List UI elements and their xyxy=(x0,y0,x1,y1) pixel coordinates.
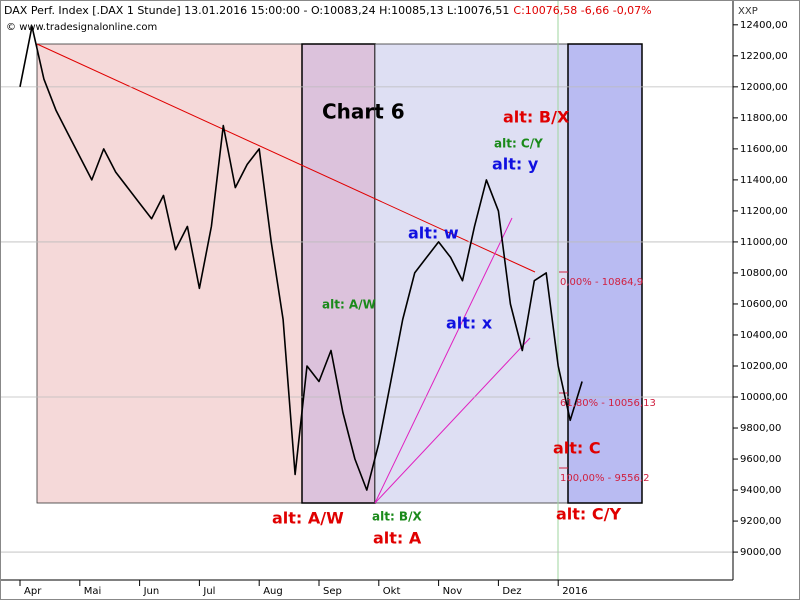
y-tick-label: 9000,00 xyxy=(740,547,781,558)
x-tick-label: Apr xyxy=(24,586,42,597)
x-tick-label: Mai xyxy=(84,586,102,597)
source-text: www.tradesignalonline.com xyxy=(19,22,157,33)
trend-line xyxy=(36,43,536,273)
channel-line xyxy=(374,217,513,504)
y-tick-label: 10600,00 xyxy=(740,299,788,310)
region-blue xyxy=(567,43,643,504)
channel-line xyxy=(374,337,531,504)
source: © www.tradesignalonline.com xyxy=(6,22,157,33)
annotation: alt: y xyxy=(492,155,539,174)
axis-panel xyxy=(733,0,800,600)
y-tick-label: 11200,00 xyxy=(740,206,788,217)
chart-title: Chart 6 xyxy=(322,100,405,124)
annotation: 0,00% - 10864,9 xyxy=(560,277,643,288)
x-tick-label: Dez xyxy=(502,586,521,597)
x-axis-panel xyxy=(0,580,733,600)
annotation: alt: C/Y xyxy=(556,505,621,524)
y-tick-label: 9200,00 xyxy=(740,516,781,527)
annotation: alt: x xyxy=(446,314,493,333)
y-tick-label: 10400,00 xyxy=(740,330,788,341)
annotation: alt: B/X xyxy=(372,510,422,524)
x-tick-label: Sep xyxy=(323,586,342,597)
region-lavender xyxy=(374,43,569,504)
header-change: C:10076,58 -6,66 -0,07% xyxy=(513,4,651,17)
y-tick-label: 11400,00 xyxy=(740,175,788,186)
annotation: alt: A/W xyxy=(272,509,344,528)
x-tick-label: Nov xyxy=(443,586,463,597)
x-tick-label: Jun xyxy=(143,586,160,597)
x-tick-label: Jul xyxy=(202,586,215,597)
annotation: alt: A/W xyxy=(322,298,376,312)
axis-label: XXP xyxy=(738,6,758,17)
y-tick-label: 11600,00 xyxy=(740,144,788,155)
price-line xyxy=(19,25,583,491)
region-purple xyxy=(301,43,376,504)
header: DAX Perf. Index [.DAX 1 Stunde] 13.01.20… xyxy=(4,4,652,17)
annotation: alt: B/X xyxy=(503,108,570,127)
region-pink xyxy=(36,43,303,504)
annotation: 61,80% - 10056,13 xyxy=(560,398,656,409)
y-tick-label: 12000,00 xyxy=(740,82,788,93)
x-tick-label: Aug xyxy=(263,586,283,597)
y-tick-label: 9400,00 xyxy=(740,485,781,496)
y-tick-label: 9600,00 xyxy=(740,454,781,465)
y-tick-label: 10800,00 xyxy=(740,268,788,279)
y-tick-label: 10000,00 xyxy=(740,392,788,403)
y-tick-label: 11800,00 xyxy=(740,113,788,124)
annotation: alt: C xyxy=(553,439,601,458)
y-tick-label: 10200,00 xyxy=(740,361,788,372)
x-tick-label: Okt xyxy=(383,586,401,597)
y-tick-label: 12400,00 xyxy=(740,20,788,31)
annotation: 100,00% - 9556,2 xyxy=(560,473,649,484)
y-tick-label: 12200,00 xyxy=(740,51,788,62)
annotation: alt: A xyxy=(373,529,422,548)
annotation: alt: C/Y xyxy=(494,137,543,151)
annotation: alt: w xyxy=(408,224,459,243)
y-tick-label: 9800,00 xyxy=(740,423,781,434)
x-tick-label: 2016 xyxy=(562,586,587,597)
header-text: DAX Perf. Index [.DAX 1 Stunde] 13.01.20… xyxy=(4,4,509,17)
y-tick-label: 11000,00 xyxy=(740,237,788,248)
